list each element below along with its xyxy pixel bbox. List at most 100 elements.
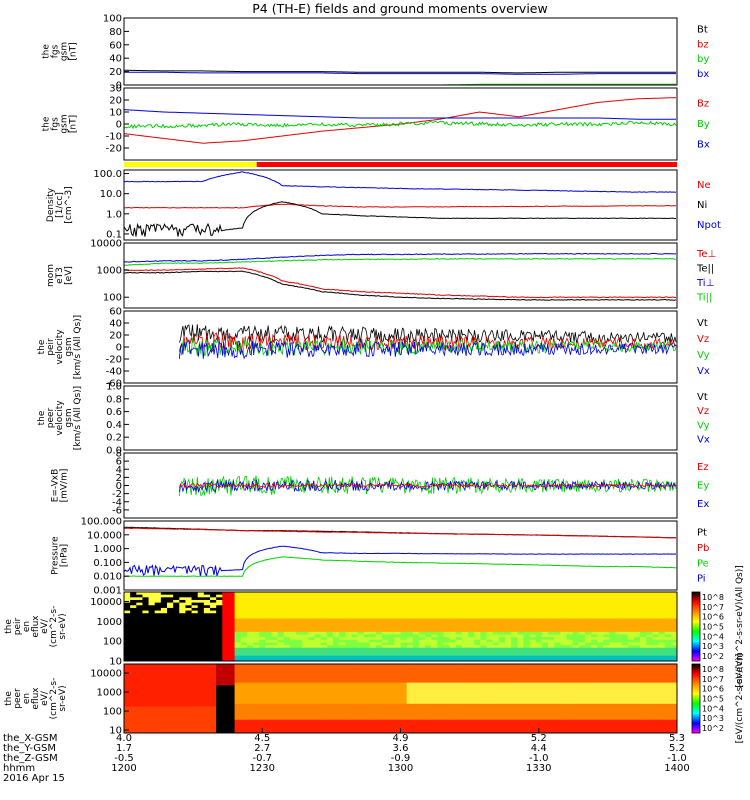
heatmap-cell xyxy=(418,597,426,601)
heatmap-cell xyxy=(357,687,365,692)
heatmap-cell xyxy=(535,719,543,723)
heatmap-cell xyxy=(652,645,660,649)
heatmap-cell xyxy=(640,709,647,713)
heatmap-cell xyxy=(130,725,137,729)
heatmap-cell xyxy=(130,592,137,596)
heatmap-cell xyxy=(468,599,475,604)
heatmap-cell xyxy=(609,631,617,636)
heatmap-cell xyxy=(154,613,162,617)
heatmap-cell xyxy=(418,658,426,661)
heatmap-cell xyxy=(535,666,543,670)
plot-area xyxy=(124,97,677,144)
heatmap-cell xyxy=(437,653,445,657)
heatmap-cell xyxy=(652,594,660,598)
heatmap-cell xyxy=(326,669,334,673)
heatmap-cell xyxy=(375,669,383,673)
heatmap-cell xyxy=(332,653,340,657)
heatmap-cell xyxy=(541,626,549,630)
heatmap-cell xyxy=(283,639,291,644)
heatmap-cell xyxy=(560,594,567,598)
heatmap-cell xyxy=(369,669,377,673)
heatmap-cell xyxy=(388,730,395,733)
heatmap-cell xyxy=(222,711,230,716)
heatmap-cell xyxy=(332,613,340,617)
heatmap-cell xyxy=(664,605,672,609)
heatmap-cell xyxy=(621,607,629,612)
heatmap-cell xyxy=(455,629,463,633)
heatmap-cell xyxy=(289,645,297,649)
heatmap-cell xyxy=(179,666,187,670)
heatmap-cell xyxy=(492,602,500,606)
heatmap-cell xyxy=(504,709,512,713)
heatmap-cell xyxy=(425,682,432,686)
heatmap-cell xyxy=(400,677,408,681)
heatmap-cell xyxy=(615,677,623,681)
heatmap-cell xyxy=(615,605,623,609)
heatmap-cell xyxy=(425,677,432,681)
heatmap-cell xyxy=(136,687,144,692)
heatmap-cell xyxy=(664,666,672,670)
heatmap-cell xyxy=(302,701,309,705)
heatmap-cell xyxy=(167,621,174,625)
heatmap-cell xyxy=(646,642,654,646)
heatmap-cell xyxy=(517,669,524,673)
heatmap-cell xyxy=(474,730,481,733)
heatmap-cell xyxy=(160,639,168,644)
heatmap-cell xyxy=(554,706,561,710)
heatmap-cell xyxy=(437,658,445,661)
heatmap-cell xyxy=(621,613,629,617)
heatmap-cell xyxy=(652,687,660,692)
heatmap-cell xyxy=(173,626,180,630)
heatmap-cell xyxy=(603,730,611,733)
heatmap-cell xyxy=(468,602,475,606)
heatmap-cell xyxy=(554,709,561,713)
heatmap-cell xyxy=(560,703,567,708)
heatmap-cell xyxy=(302,613,309,617)
heatmap-cell xyxy=(240,618,248,622)
heatmap-cell xyxy=(246,653,254,657)
heatmap-cell xyxy=(394,607,402,612)
heatmap-cell xyxy=(443,631,451,636)
heatmap-cell xyxy=(658,730,666,733)
heatmap-cell xyxy=(228,615,236,620)
heatmap-cell xyxy=(578,645,586,649)
heatmap-cell xyxy=(646,674,654,678)
heatmap-cell xyxy=(179,682,187,686)
heatmap-cell xyxy=(136,642,144,646)
heatmap-cell xyxy=(474,690,481,694)
heatmap-cell xyxy=(597,714,604,718)
heatmap-cell xyxy=(621,597,629,601)
heatmap-cell xyxy=(148,679,156,684)
heatmap-cell xyxy=(124,637,131,641)
heatmap-cell xyxy=(455,693,463,697)
legend-entry: Npot xyxy=(697,220,721,231)
heatmap-cell xyxy=(443,623,451,628)
heatmap-cell xyxy=(357,695,365,700)
heatmap-cell xyxy=(498,693,506,697)
heatmap-cell xyxy=(136,719,144,723)
y-tick-label: -20 xyxy=(106,144,122,155)
heatmap-cell xyxy=(431,703,438,708)
heatmap-cell xyxy=(670,631,677,636)
heatmap-cell xyxy=(455,597,463,601)
heatmap-cell xyxy=(369,687,377,692)
heatmap-cell xyxy=(664,592,672,596)
heatmap-cell xyxy=(664,727,672,731)
heatmap-cell xyxy=(431,645,438,649)
heatmap-cell xyxy=(504,597,512,601)
heatmap-cell xyxy=(603,703,611,708)
heatmap-cell xyxy=(431,655,438,659)
heatmap-cell xyxy=(418,682,426,686)
heatmap-cell xyxy=(566,637,574,641)
heatmap-cell xyxy=(529,706,537,710)
heatmap-cell xyxy=(412,631,420,636)
heatmap-cell xyxy=(154,615,162,620)
heatmap-cell xyxy=(535,594,543,598)
heatmap-cell xyxy=(400,639,408,644)
heatmap-cell xyxy=(265,714,273,718)
heatmap-cell xyxy=(345,594,352,598)
heatmap-cell xyxy=(504,655,512,659)
panel-density: 100.010.01.00.1Density[1/cc][cm^-3]NeNiN… xyxy=(46,169,721,241)
heatmap-cell xyxy=(314,671,322,676)
heatmap-cell xyxy=(369,597,377,601)
